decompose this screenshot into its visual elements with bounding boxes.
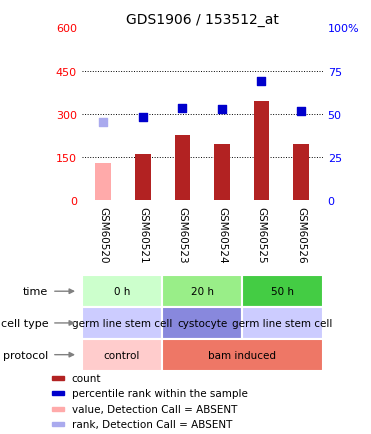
Text: percentile rank within the sample: percentile rank within the sample xyxy=(72,388,247,398)
Bar xyxy=(52,422,64,426)
FancyBboxPatch shape xyxy=(82,307,162,339)
Bar xyxy=(254,102,269,201)
FancyBboxPatch shape xyxy=(82,276,162,307)
Point xyxy=(259,78,265,85)
Text: germ line stem cell: germ line stem cell xyxy=(72,318,172,328)
Text: bam induced: bam induced xyxy=(209,350,276,360)
FancyBboxPatch shape xyxy=(162,339,323,371)
Bar xyxy=(174,136,190,201)
Bar xyxy=(135,155,151,201)
FancyBboxPatch shape xyxy=(162,307,242,339)
Text: GSM60526: GSM60526 xyxy=(296,207,306,263)
Text: 50 h: 50 h xyxy=(271,286,294,296)
Text: cystocyte: cystocyte xyxy=(177,318,227,328)
Text: GSM60524: GSM60524 xyxy=(217,207,227,263)
Text: 0 h: 0 h xyxy=(114,286,130,296)
Text: time: time xyxy=(23,286,48,296)
Text: cell type: cell type xyxy=(1,318,48,328)
Text: GSM60523: GSM60523 xyxy=(177,207,187,263)
FancyBboxPatch shape xyxy=(242,307,323,339)
Point xyxy=(140,114,146,121)
Text: GSM60520: GSM60520 xyxy=(98,207,108,263)
Point xyxy=(180,105,186,112)
Text: control: control xyxy=(104,350,140,360)
Text: GSM60525: GSM60525 xyxy=(256,207,266,263)
Text: rank, Detection Call = ABSENT: rank, Detection Call = ABSENT xyxy=(72,419,232,429)
Point xyxy=(219,107,225,114)
Text: GSM60521: GSM60521 xyxy=(138,207,148,263)
FancyBboxPatch shape xyxy=(242,276,323,307)
Point xyxy=(101,120,106,127)
Text: 20 h: 20 h xyxy=(191,286,214,296)
Bar xyxy=(52,391,64,395)
Bar xyxy=(95,164,111,201)
FancyBboxPatch shape xyxy=(82,339,162,371)
Bar xyxy=(214,145,230,201)
Text: protocol: protocol xyxy=(3,350,48,360)
Point xyxy=(298,108,304,115)
Text: value, Detection Call = ABSENT: value, Detection Call = ABSENT xyxy=(72,404,237,414)
FancyBboxPatch shape xyxy=(162,276,242,307)
Text: germ line stem cell: germ line stem cell xyxy=(232,318,333,328)
Title: GDS1906 / 153512_at: GDS1906 / 153512_at xyxy=(126,13,279,27)
Bar xyxy=(293,145,309,201)
Bar xyxy=(52,376,64,380)
Text: count: count xyxy=(72,373,101,383)
Bar xyxy=(52,407,64,411)
